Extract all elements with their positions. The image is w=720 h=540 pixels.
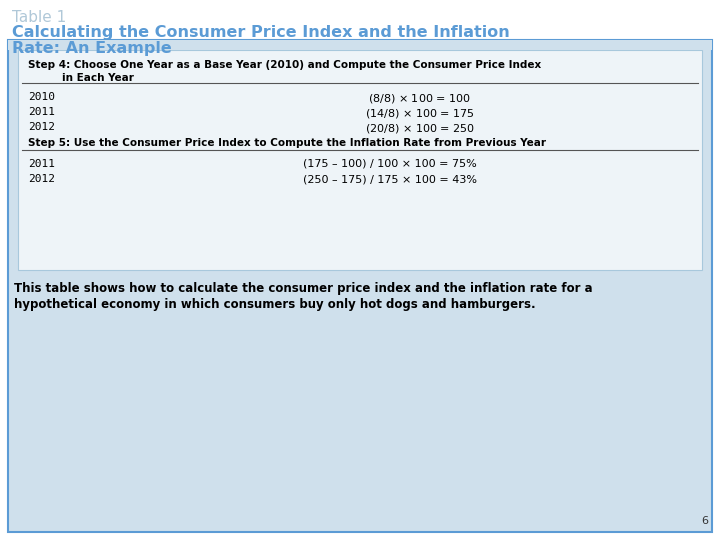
Text: 2011: 2011 [28,107,55,117]
Text: 2010: 2010 [28,92,55,102]
Text: (175 – 100) / 100 × 100 = 75%: (175 – 100) / 100 × 100 = 75% [303,159,477,169]
Bar [8,40,712,50]
Text: 2012: 2012 [28,122,55,132]
Text: 6: 6 [701,516,708,526]
Text: Step 5: Use the Consumer Price Index to Compute the Inflation Rate from Previous: Step 5: Use the Consumer Price Index to … [28,138,546,148]
Text: Calculating the Consumer Price Index and the Inflation: Calculating the Consumer Price Index and… [12,25,510,40]
Text: This table shows how to calculate the consumer price index and the inflation rat: This table shows how to calculate the co… [14,282,593,295]
Bar [18,50,702,270]
Text: Rate: An Example: Rate: An Example [12,41,172,56]
Text: ($8 / $8) × 100 = 100: ($8 / $8) × 100 = 100 [369,92,472,105]
Text: ($20 / $8) × 100 = 250: ($20 / $8) × 100 = 250 [365,122,475,135]
Text: (250 – 175) / 175 × 100 = 43%: (250 – 175) / 175 × 100 = 43% [303,174,477,184]
Text: Step 4: Choose One Year as a Base Year (2010) and Compute the Consumer Price Ind: Step 4: Choose One Year as a Base Year (… [28,60,541,70]
Text: Table 1: Table 1 [12,10,66,25]
Text: in Each Year: in Each Year [62,73,134,83]
Text: 2012: 2012 [28,174,55,184]
Text: 2011: 2011 [28,159,55,169]
Text: hypothetical economy in which consumers buy only hot dogs and hamburgers.: hypothetical economy in which consumers … [14,298,536,311]
Text: ($14 / $8) × 100 = 175: ($14 / $8) × 100 = 175 [365,107,475,120]
